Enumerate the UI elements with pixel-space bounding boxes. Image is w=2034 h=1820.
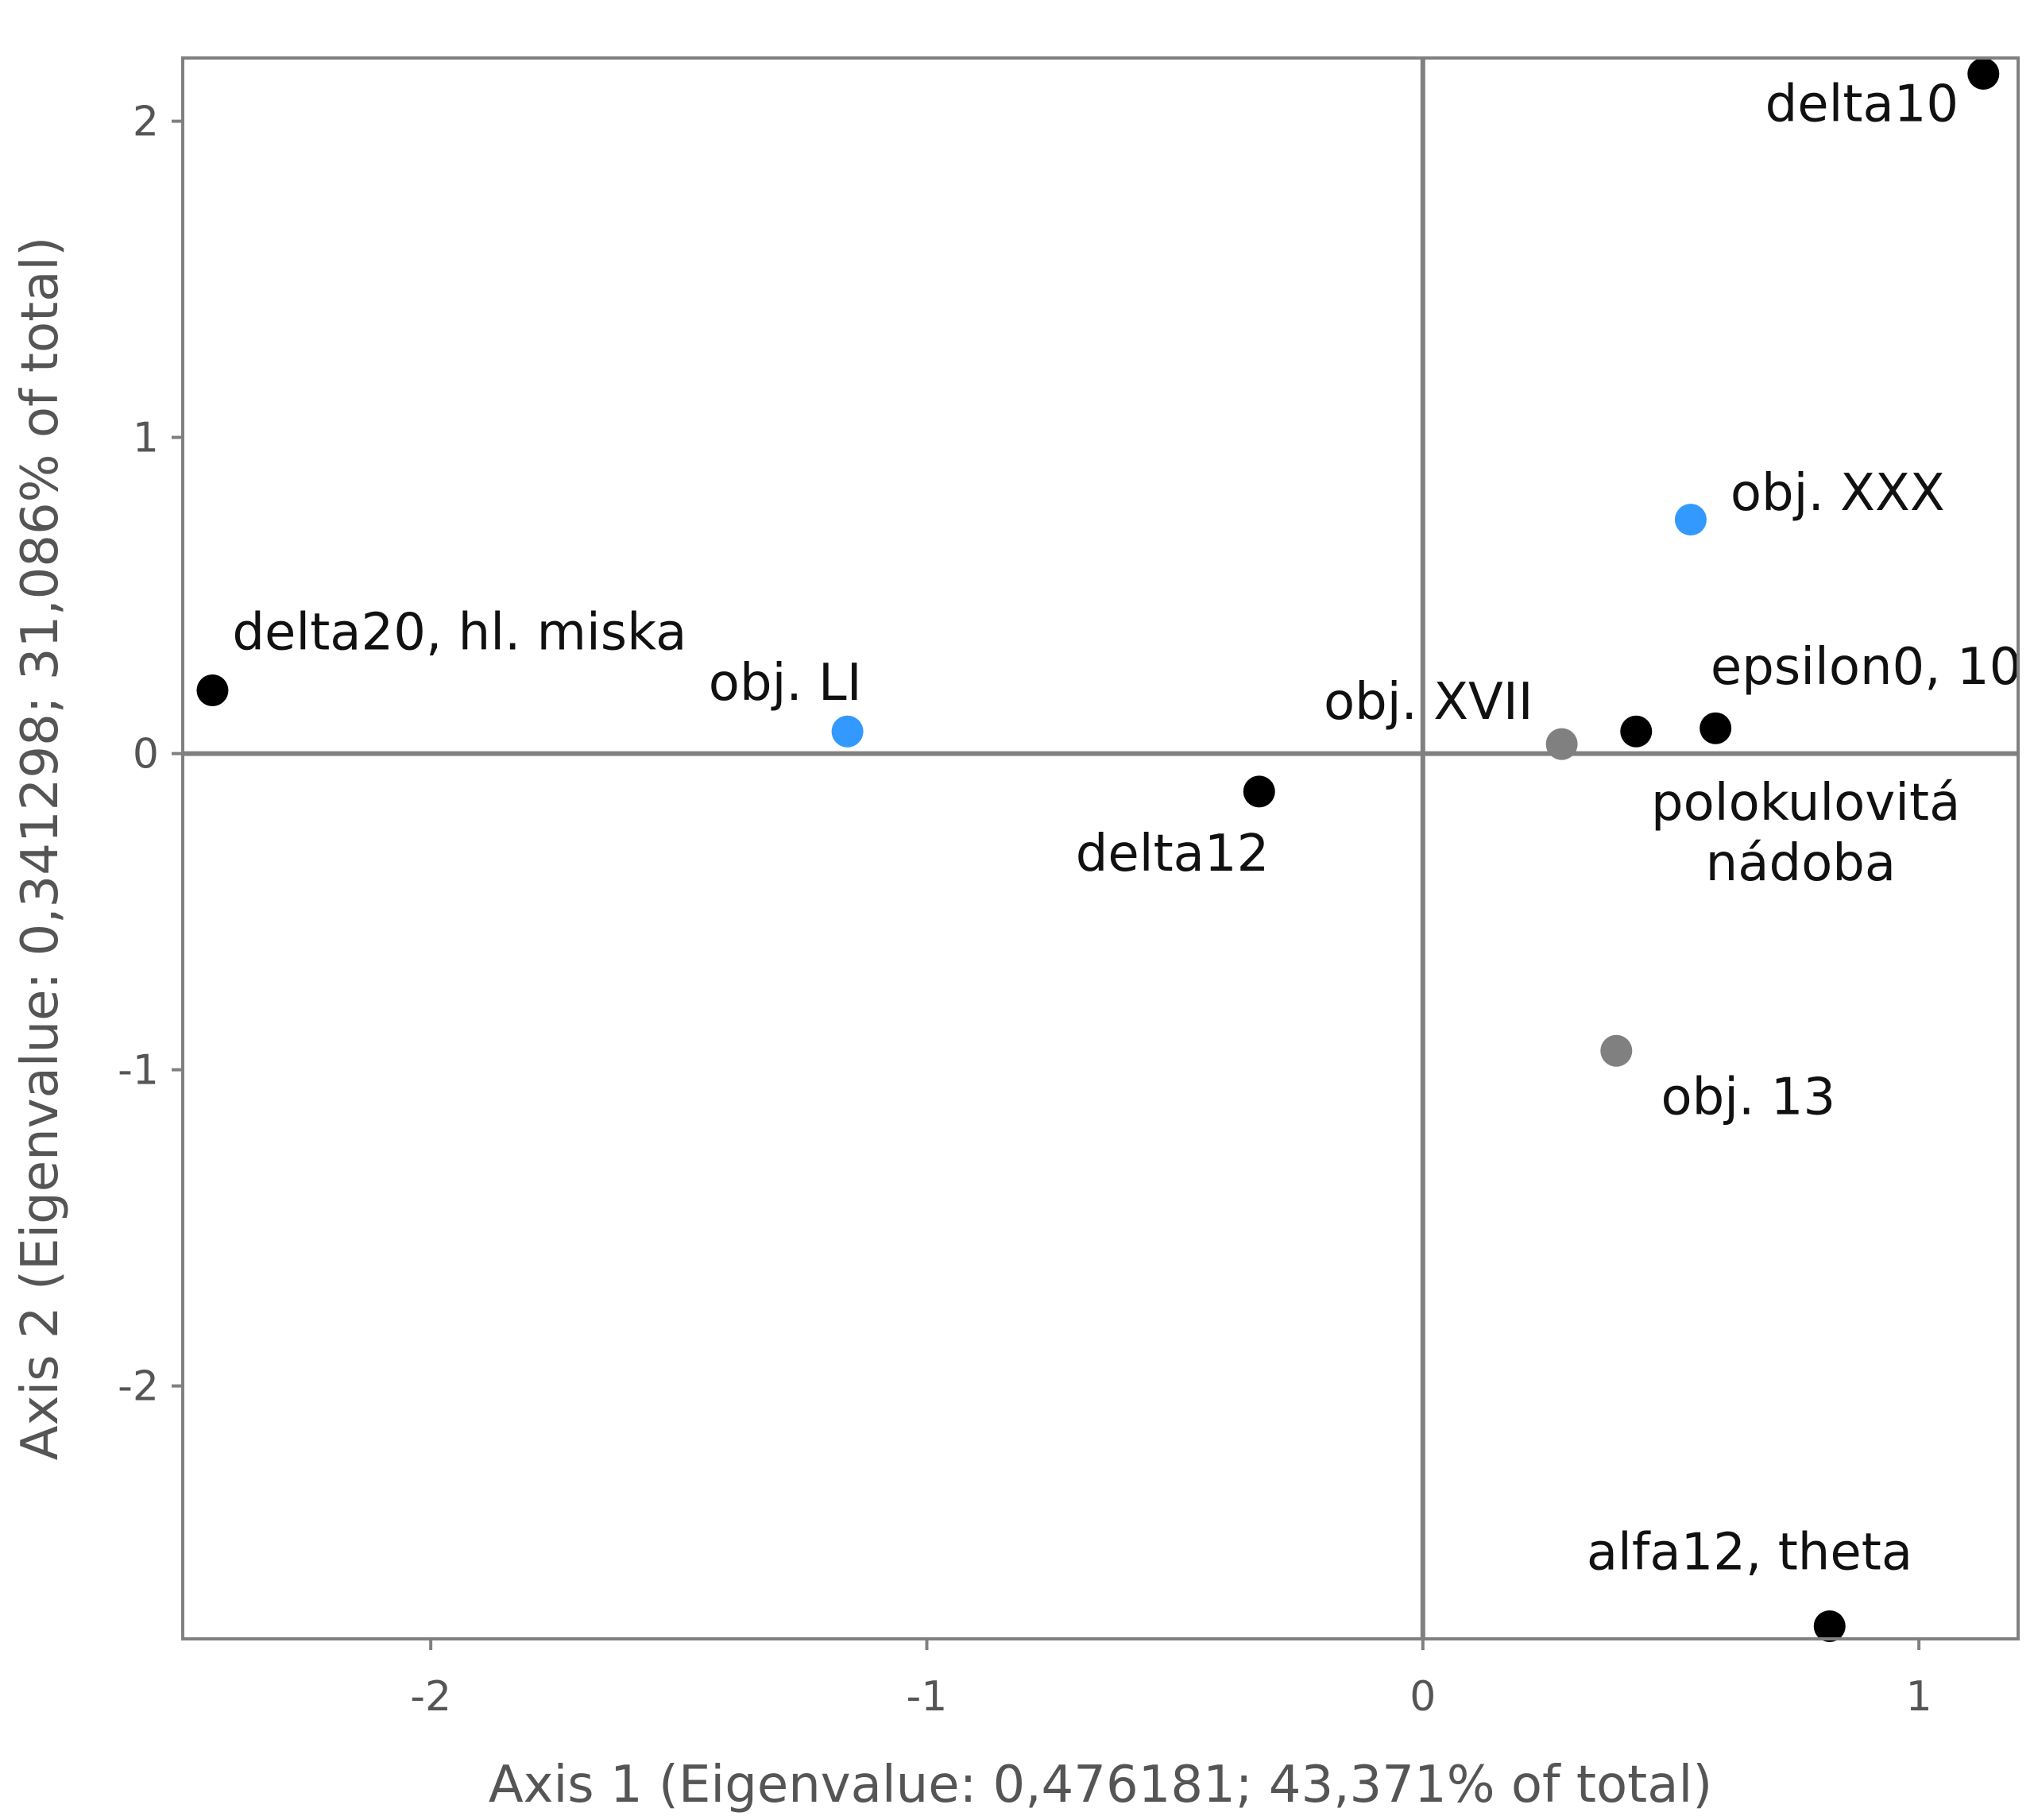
data-point	[1674, 504, 1707, 536]
plot-frame	[181, 56, 2020, 1640]
point-label: nádoba	[1706, 834, 1896, 893]
point-label: delta10	[1765, 75, 1959, 134]
y-tick-label: 0	[133, 731, 159, 779]
x-tick-label: 0	[1409, 1673, 1436, 1721]
x-tick-label: -2	[410, 1673, 451, 1721]
data-point	[1620, 715, 1653, 748]
point-label: delta20, hl. miska	[232, 603, 686, 662]
data-point	[1600, 1034, 1633, 1067]
x-tick-label: 1	[1906, 1673, 1932, 1721]
y-tick-label: 2	[133, 99, 159, 146]
point-label: polokulovitá	[1651, 774, 1960, 833]
axis-ticks: -2 -1 0 1 2 1 0 -1 -2	[118, 99, 1932, 1721]
point-label: obj. LI	[709, 654, 862, 713]
data-point	[1545, 728, 1578, 760]
y-tick-label: -1	[118, 1047, 159, 1095]
point-label: obj. XVII	[1324, 673, 1533, 732]
x-tick-label: -1	[907, 1673, 948, 1721]
y-axis-title: Axis 2 (Eigenvalue: 0,341298; 31,086% of…	[11, 237, 70, 1460]
y-tick-label: 1	[133, 415, 159, 462]
zero-lines	[183, 58, 2018, 1639]
data-point	[1967, 57, 2000, 90]
point-label: delta12	[1076, 825, 1270, 883]
y-tick-label: -2	[118, 1363, 159, 1411]
point-label: alfa12, theta	[1587, 1523, 1912, 1582]
data-point	[196, 674, 229, 706]
data-points	[196, 57, 2000, 1643]
point-label: obj. XXX	[1730, 464, 1945, 523]
point-labels: delta20, hl. miska obj. LI delta12 obj. XVI…	[232, 75, 2021, 1582]
data-point	[1700, 712, 1732, 744]
point-label: obj. 13	[1661, 1068, 1835, 1126]
x-axis-title: Axis 1 (Eigenvalue: 0,476181; 43,371% of…	[489, 1756, 1712, 1814]
data-point	[1813, 1610, 1846, 1643]
point-label: epsilon0, 10	[1711, 638, 2021, 697]
data-point	[831, 715, 864, 748]
data-point	[1243, 775, 1275, 808]
